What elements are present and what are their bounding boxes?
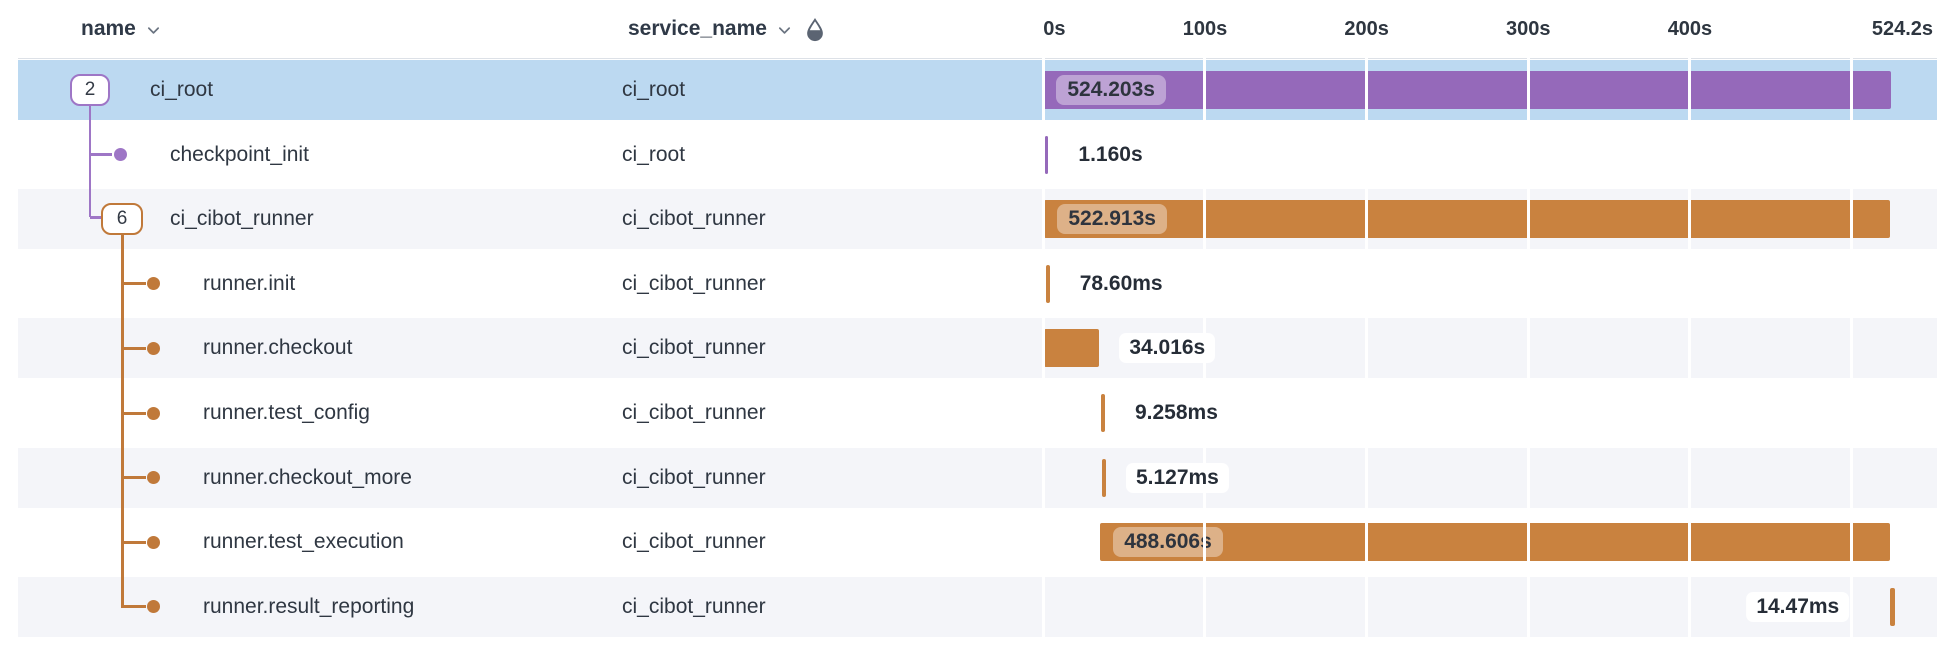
span-bar[interactable] bbox=[1046, 264, 1050, 303]
collapse-badge[interactable]: 2 bbox=[70, 74, 110, 106]
span-bar[interactable]: 522.913s bbox=[1044, 200, 1890, 239]
span-name: runner.test_execution bbox=[203, 530, 404, 554]
axis-tick-label: 400s bbox=[1667, 18, 1713, 40]
span-bar[interactable] bbox=[1890, 587, 1895, 626]
span-duration-label: 14.47ms bbox=[1746, 591, 1850, 622]
chevron-down-icon[interactable] bbox=[146, 23, 161, 38]
span-name: ci_root bbox=[150, 78, 214, 101]
span-duration-label: 9.258ms bbox=[1124, 398, 1228, 428]
span-service: ci_cibot_runner bbox=[622, 207, 766, 231]
span-dot-icon bbox=[147, 600, 160, 614]
header-divider bbox=[18, 58, 1937, 59]
span-bar[interactable] bbox=[1044, 135, 1049, 174]
span-dot-icon bbox=[114, 148, 127, 162]
span-duration-label: 5.127ms bbox=[1125, 462, 1229, 493]
span-service: ci_cibot_runner bbox=[622, 271, 766, 295]
span-dot-icon bbox=[147, 471, 160, 485]
span-bar[interactable] bbox=[1101, 394, 1105, 432]
span-name: runner.checkout bbox=[203, 336, 353, 360]
name-column-header[interactable]: name bbox=[81, 0, 161, 58]
span-duration-label: 78.60ms bbox=[1069, 268, 1173, 299]
droplet-icon[interactable] bbox=[802, 17, 828, 43]
span-bar[interactable] bbox=[1044, 329, 1100, 368]
timeline-gridline bbox=[1850, 58, 1854, 637]
chevron-down-icon[interactable] bbox=[777, 23, 792, 38]
trace-row[interactable]: runner.checkout ci_cibot_runner bbox=[18, 318, 1937, 379]
span-service: ci_cibot_runner bbox=[622, 594, 766, 618]
span-bar[interactable] bbox=[1102, 458, 1106, 497]
collapse-badge-count: 6 bbox=[116, 208, 128, 230]
trace-row[interactable]: runner.init ci_cibot_runner bbox=[18, 253, 1937, 314]
axis-tick-label: 0s bbox=[1043, 18, 1066, 40]
span-bar[interactable]: 488.606s bbox=[1100, 523, 1891, 562]
collapse-badge-count: 2 bbox=[84, 79, 96, 100]
span-service: ci_root bbox=[622, 142, 686, 166]
span-service: ci_cibot_runner bbox=[622, 465, 766, 489]
span-name: checkpoint_init bbox=[170, 142, 309, 166]
span-name: runner.init bbox=[203, 271, 296, 295]
span-service: ci_root bbox=[622, 78, 686, 101]
span-dot-icon bbox=[147, 341, 160, 355]
span-dot-icon bbox=[147, 406, 160, 420]
span-name: runner.result_reporting bbox=[203, 594, 415, 618]
span-duration-label: 524.203s bbox=[1056, 75, 1166, 105]
tree-connector-line bbox=[90, 216, 101, 219]
span-duration-label: 34.016s bbox=[1119, 333, 1216, 364]
tree-connector-line bbox=[123, 540, 146, 544]
trace-row[interactable]: checkpoint_init ci_root bbox=[18, 124, 1937, 185]
tree-connector-line bbox=[120, 235, 124, 609]
tree-connector-line bbox=[123, 346, 146, 350]
service-column-label: service_name bbox=[628, 17, 767, 40]
trace-row[interactable]: runner.checkout_more ci_cibot_runner bbox=[18, 447, 1937, 508]
tree-connector-line bbox=[123, 282, 146, 286]
axis-tick-label: 100s bbox=[1182, 18, 1228, 40]
timeline-gridline bbox=[1526, 58, 1530, 637]
timeline-gridline bbox=[1041, 58, 1045, 637]
tree-connector-line bbox=[123, 411, 146, 415]
span-bar[interactable]: 524.203s bbox=[1043, 71, 1891, 109]
trace-row[interactable]: runner.result_reporting ci_cibot_runner bbox=[18, 576, 1937, 637]
trace-row[interactable]: runner.test_config ci_cibot_runner bbox=[18, 383, 1937, 443]
axis-tick-label: 300s bbox=[1506, 18, 1551, 40]
axis-tick-label: 524.2s bbox=[1871, 18, 1933, 40]
tree-connector-line bbox=[123, 605, 146, 609]
span-service: ci_cibot_runner bbox=[622, 401, 766, 424]
name-column-label: name bbox=[81, 17, 136, 40]
axis-tick-label: 200s bbox=[1344, 18, 1389, 40]
service-column-header[interactable]: service_name bbox=[628, 0, 828, 58]
span-duration-label: 1.160s bbox=[1068, 139, 1153, 170]
span-name: runner.checkout_more bbox=[203, 465, 412, 489]
span-service: ci_cibot_runner bbox=[622, 336, 766, 360]
tree-connector-line bbox=[88, 106, 92, 218]
tree-connector-line bbox=[123, 476, 146, 480]
span-dot-icon bbox=[147, 277, 160, 291]
span-dot-icon bbox=[147, 535, 160, 549]
timeline-gridline bbox=[1688, 58, 1692, 637]
span-duration-label: 522.913s bbox=[1057, 204, 1167, 235]
span-service: ci_cibot_runner bbox=[622, 530, 766, 554]
tree-connector-line bbox=[90, 153, 112, 156]
collapse-badge[interactable]: 6 bbox=[101, 203, 143, 236]
span-name: runner.test_config bbox=[203, 401, 370, 424]
span-name: ci_cibot_runner bbox=[170, 207, 314, 231]
timeline-gridline bbox=[1365, 58, 1369, 637]
